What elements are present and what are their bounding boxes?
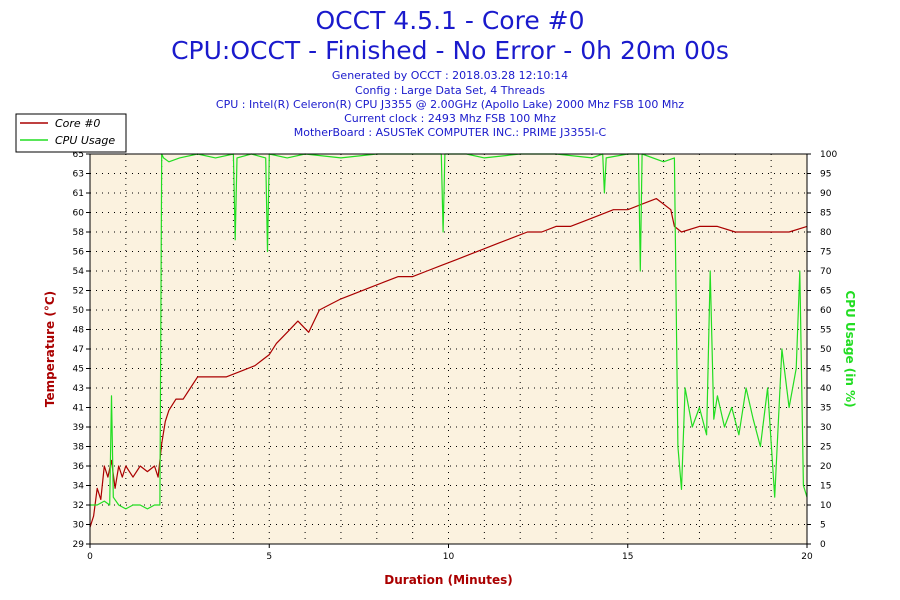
info-generated: Generated by OCCT : 2018.03.28 12:10:14 <box>331 69 569 82</box>
y-tick-label-left: 63 <box>73 170 84 180</box>
y-tick-label-right: 75 <box>820 248 831 258</box>
legend-box <box>15 113 127 153</box>
y-tick-label-left: 43 <box>73 384 84 394</box>
y-tick-label-left: 61 <box>73 189 84 199</box>
plot-border <box>89 153 808 545</box>
chart-title: OCCT 4.5.1 - Core #0 <box>315 6 585 35</box>
plot-area <box>90 154 807 544</box>
y-tick-label-left: 32 <box>73 501 84 511</box>
y-tick-label-left: 41 <box>73 404 84 414</box>
x-tick-label: 15 <box>622 552 633 562</box>
y-tick-label-right: 40 <box>820 384 832 394</box>
y-tick-label-right: 85 <box>820 209 831 219</box>
y-tick-label-left: 45 <box>73 365 84 375</box>
info-config: Config : Large Data Set, 4 Threads <box>355 84 545 97</box>
y-tick-label-left: 30 <box>73 521 85 531</box>
y-tick-label-left: 38 <box>73 443 85 453</box>
x-tick-label: 20 <box>801 552 813 562</box>
temperature-series-line <box>89 198 808 528</box>
y-tick-label-right: 30 <box>820 423 832 433</box>
y-tick-label-right: 20 <box>820 462 832 472</box>
y-tick-label-right: 95 <box>820 170 831 180</box>
y-tick-label-right: 90 <box>820 189 832 199</box>
y-tick-label-right: 45 <box>820 365 831 375</box>
legend-label: CPU Usage <box>55 134 115 147</box>
y-tick-label-left: 54 <box>73 267 85 277</box>
y-tick-label-left: 58 <box>73 228 85 238</box>
y-tick-label-left: 36 <box>73 462 85 472</box>
y-tick-label-left: 65 <box>73 150 84 160</box>
info-clock: Current clock : 2493 Mhz FSB 100 Mhz <box>344 112 556 125</box>
y-tick-label-right: 65 <box>820 287 831 297</box>
info-cpu: CPU : Intel(R) Celeron(R) CPU J3355 @ 2.… <box>215 98 685 111</box>
y-tick-label-right: 70 <box>820 267 832 277</box>
y-tick-label-right: 25 <box>820 443 831 453</box>
y-tick-label-right: 60 <box>820 306 832 316</box>
y-tick-label-left: 39 <box>73 423 85 433</box>
cpu-usage-series-line <box>90 153 808 510</box>
x-tick-label: 10 <box>443 552 455 562</box>
y-tick-label-right: 10 <box>820 501 832 511</box>
y-axis-label-right: CPU Usage (in %) <box>843 290 857 407</box>
y-tick-label-right: 50 <box>820 345 832 355</box>
y-tick-label-right: 35 <box>820 404 831 414</box>
y-axis-label-left: Temperature (°C) <box>43 291 57 407</box>
y-tick-label-left: 50 <box>73 306 85 316</box>
y-tick-label-left: 52 <box>73 287 84 297</box>
chart-subtitle: CPU:OCCT - Finished - No Error - 0h 20m … <box>171 36 729 65</box>
y-tick-label-right: 15 <box>820 482 831 492</box>
y-tick-label-left: 48 <box>73 326 85 336</box>
x-axis-label: Duration (Minutes) <box>384 573 512 587</box>
y-tick-label-right: 0 <box>820 540 826 550</box>
y-tick-label-right: 80 <box>820 228 832 238</box>
y-tick-label-right: 100 <box>820 150 837 160</box>
y-tick-label-right: 55 <box>820 326 831 336</box>
x-tick-label: 0 <box>87 552 93 562</box>
info-motherboard: MotherBoard : ASUSTeK COMPUTER INC.: PRI… <box>293 126 607 139</box>
legend-label: Core #0 <box>55 117 100 130</box>
x-tick-label: 5 <box>266 552 272 562</box>
y-tick-label-left: 60 <box>73 209 85 219</box>
y-tick-label-left: 47 <box>73 345 84 355</box>
y-tick-label-left: 29 <box>73 540 85 550</box>
y-tick-label-left: 56 <box>73 248 85 258</box>
y-tick-label-left: 34 <box>73 482 85 492</box>
y-tick-label-right: 5 <box>820 521 826 531</box>
